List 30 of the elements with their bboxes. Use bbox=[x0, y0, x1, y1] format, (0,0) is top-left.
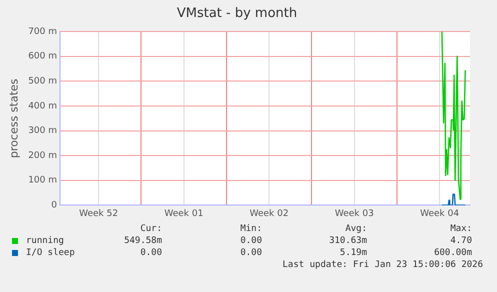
x-tick-label: Week 01 bbox=[164, 208, 204, 219]
y-tick-label: 100 m bbox=[28, 176, 58, 186]
legend-label: I/O sleep bbox=[26, 248, 75, 258]
y-tick-label: 500 m bbox=[28, 76, 58, 87]
y-tick-label: 700 m bbox=[28, 26, 58, 37]
text: Min: bbox=[240, 224, 262, 234]
text: Cur: bbox=[140, 224, 162, 234]
text: Last update: Fri Jan 23 15:00:06 2026 bbox=[282, 260, 483, 270]
text: 0.00 bbox=[240, 236, 262, 246]
text: 549.58m bbox=[124, 236, 162, 246]
y-axis-title: process states bbox=[7, 78, 20, 158]
text: 600.00m bbox=[434, 248, 472, 258]
y-tick-label: 0 bbox=[51, 200, 58, 211]
y-tick-label: 300 m bbox=[28, 126, 58, 136]
text: 0.00 bbox=[240, 248, 262, 258]
x-tick-label: Week 03 bbox=[334, 208, 374, 219]
chart-title: VMstat - by month bbox=[176, 6, 298, 22]
x-tick-label: Week 52 bbox=[79, 208, 118, 219]
text: 5.19m bbox=[340, 248, 367, 258]
text: 310.63m bbox=[329, 236, 367, 246]
text: 4.70 bbox=[450, 236, 472, 246]
x-tick-label: Week 04 bbox=[420, 208, 460, 219]
text: Avg: bbox=[345, 224, 367, 234]
y-tick-label: 400 m bbox=[28, 101, 58, 112]
x-tick-label: Week 02 bbox=[250, 208, 289, 219]
y-tick-label: 600 m bbox=[28, 52, 58, 62]
text: 0.00 bbox=[140, 248, 162, 258]
y-tick-label: 200 m bbox=[28, 150, 58, 161]
text: Max: bbox=[450, 224, 472, 234]
legend-label: running bbox=[26, 236, 64, 246]
